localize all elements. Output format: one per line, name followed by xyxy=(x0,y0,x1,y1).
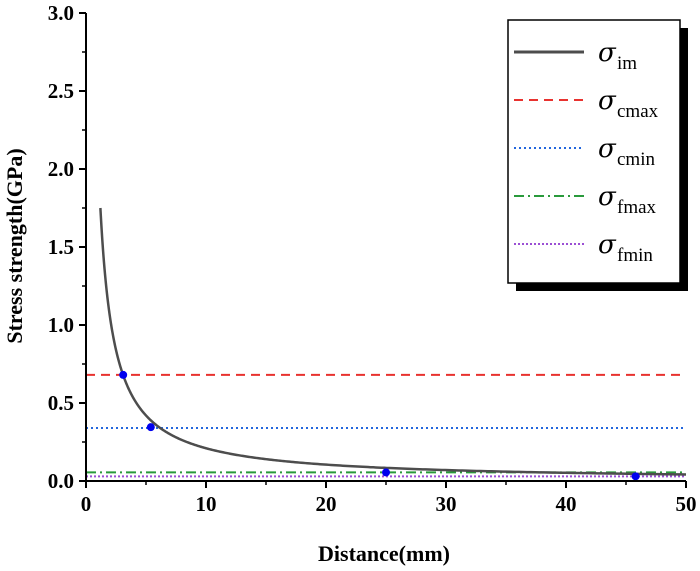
legend-symbol-cmin: σ xyxy=(598,134,617,164)
x-tick-label: 40 xyxy=(556,492,577,516)
y-tick-label: 0.5 xyxy=(48,391,74,415)
legend-symbol-fmax: σ xyxy=(598,182,617,212)
y-tick-label: 1.0 xyxy=(48,313,74,337)
y-tick-label: 2.5 xyxy=(48,79,74,103)
legend-subscript-cmax: cmax xyxy=(617,101,659,122)
y-tick-label: 2.0 xyxy=(48,157,74,181)
y-tick-label: 1.5 xyxy=(48,235,74,259)
legend-symbol-im: σ xyxy=(598,38,617,68)
x-tick-label: 50 xyxy=(676,492,697,516)
x-tick-label: 10 xyxy=(196,492,217,516)
legend-symbol-fmin: σ xyxy=(598,230,617,260)
y-axis-title: Stress strength(GPa) xyxy=(2,148,27,343)
legend-symbol-cmax: σ xyxy=(598,86,617,116)
series-layer xyxy=(86,207,687,481)
curve-im xyxy=(99,207,687,476)
legend-subscript-cmin: cmin xyxy=(617,149,655,170)
x-tick-label: 0 xyxy=(81,492,92,516)
intersection-point-1 xyxy=(119,370,128,379)
intersection-point-3 xyxy=(382,468,390,477)
legend-box xyxy=(507,19,681,284)
axes-layer: 0 10 20 30 40 50 0.0 0.5 1.0 1.5 2.0 2.5 3.0 xyxy=(48,1,697,516)
legend-subscript-fmin: fmin xyxy=(617,245,653,266)
x-tick-label: 30 xyxy=(436,492,457,516)
intersection-point-4 xyxy=(631,472,640,481)
intersection-point-2 xyxy=(146,423,155,432)
x-tick-label: 20 xyxy=(316,492,337,516)
y-tick-label: 3.0 xyxy=(48,1,74,25)
y-tick-label: 0.0 xyxy=(48,469,74,493)
legend-subscript-im: im xyxy=(617,53,637,74)
legend-subscript-fmax: fmax xyxy=(617,197,657,218)
x-axis-title: Distance(mm) xyxy=(318,541,450,566)
